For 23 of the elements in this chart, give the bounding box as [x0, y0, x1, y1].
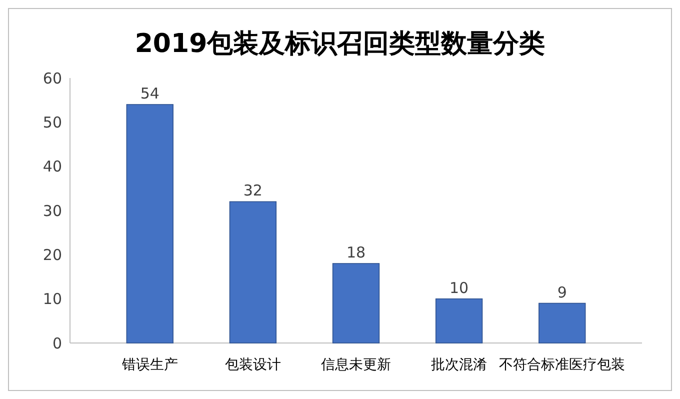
data-label: 18 [346, 244, 366, 262]
data-label: 32 [243, 182, 262, 200]
data-label: 10 [450, 278, 469, 297]
bar [332, 263, 380, 344]
y-tick-label: 0 [52, 334, 62, 352]
data-label: 9 [557, 283, 567, 302]
x-tick-label: 信息未更新 [321, 357, 391, 373]
y-tick-label: 30 [42, 202, 62, 220]
bar [435, 298, 483, 344]
y-tick-label: 10 [42, 290, 62, 308]
x-tick-label: 批次混淆 [431, 357, 488, 373]
x-tick-label: 错误生产 [120, 357, 178, 373]
x-tick-label: 不符合标准医疗包装 [499, 357, 626, 373]
bar [126, 104, 174, 344]
data-label: 54 [140, 84, 160, 102]
bar [229, 201, 277, 344]
y-tick-label: 20 [42, 246, 62, 264]
x-tick-label: 包装设计 [224, 357, 281, 373]
chart-title: 2019包装及标识召回类型数量分类 [134, 29, 546, 59]
y-tick-label: 50 [42, 113, 62, 132]
bar [538, 302, 586, 344]
y-tick-label: 60 [42, 69, 62, 88]
y-tick-label: 40 [42, 158, 62, 176]
